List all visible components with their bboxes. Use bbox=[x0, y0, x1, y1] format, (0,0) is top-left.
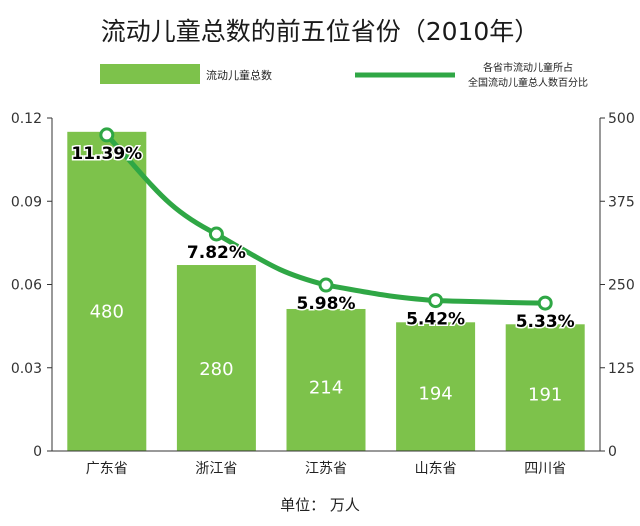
bar-value-label: 191 bbox=[528, 384, 562, 405]
right-axis: 0 125 250 375 500 bbox=[599, 111, 635, 460]
line-value-label: 11.39% bbox=[71, 144, 142, 164]
bar bbox=[504, 323, 586, 452]
legend-line-label-1: 各省市流动儿童所占 bbox=[483, 61, 573, 74]
x-axis-labels: 广东省 浙江省 江苏省 山东省 四川省 bbox=[86, 461, 566, 477]
bar bbox=[66, 130, 148, 452]
right-tick-label: 500 bbox=[608, 111, 635, 127]
bar-series bbox=[66, 130, 586, 452]
x-tick-label: 广东省 bbox=[86, 461, 128, 477]
legend-bar-swatch bbox=[100, 64, 200, 84]
left-tick-label: 0.03 bbox=[11, 361, 42, 377]
bar-value-labels: 480 280 214 194 191 bbox=[90, 302, 563, 406]
right-tick-label: 0 bbox=[608, 444, 617, 460]
right-tick-label: 125 bbox=[608, 361, 635, 377]
right-tick-label: 250 bbox=[608, 278, 635, 294]
right-axis-ticks: 0 125 250 375 500 bbox=[600, 111, 635, 460]
bar-value-label: 194 bbox=[418, 383, 452, 404]
bar-value-label: 280 bbox=[199, 359, 233, 380]
line-point bbox=[428, 293, 444, 309]
line-series bbox=[99, 127, 553, 311]
legend-bar-label: 流动儿童总数 bbox=[206, 68, 272, 82]
line-point bbox=[208, 226, 224, 242]
line-point bbox=[99, 127, 115, 143]
chart-title: 流动儿童总数的前五位省份（2010年） bbox=[101, 17, 540, 46]
left-axis: 0 0.03 0.06 0.09 0.12 bbox=[11, 111, 53, 460]
bar bbox=[175, 264, 257, 452]
bar bbox=[285, 307, 367, 452]
line-point bbox=[318, 277, 334, 293]
legend-line-label-2: 全国流动儿童总人数百分比 bbox=[468, 76, 588, 89]
left-tick-label: 0.09 bbox=[11, 194, 42, 210]
right-tick-label: 375 bbox=[608, 194, 635, 210]
line-value-label: 5.98% bbox=[297, 294, 356, 314]
bar-value-label: 214 bbox=[309, 378, 343, 399]
left-tick-label: 0 bbox=[33, 444, 42, 460]
left-axis-ticks: 0 0.03 0.06 0.09 0.12 bbox=[11, 111, 52, 460]
line-point bbox=[537, 295, 553, 311]
bar-value-label: 480 bbox=[90, 302, 124, 323]
left-tick-label: 0.12 bbox=[11, 111, 42, 127]
line-value-labels: 11.39% 7.82% 5.98% 5.42% 5.33% bbox=[70, 142, 576, 333]
x-tick-label: 四川省 bbox=[524, 461, 566, 477]
line-value-label: 7.82% bbox=[187, 243, 246, 263]
left-tick-label: 0.06 bbox=[11, 278, 42, 294]
unit-note: 单位： 万人 bbox=[280, 496, 360, 514]
x-tick-label: 浙江省 bbox=[195, 461, 237, 477]
x-tick-label: 江苏省 bbox=[305, 461, 347, 477]
line-value-label: 5.33% bbox=[516, 312, 575, 332]
x-tick-label: 山东省 bbox=[415, 461, 457, 477]
line-value-label: 5.42% bbox=[406, 310, 465, 330]
legend: 流动儿童总数 各省市流动儿童所占 全国流动儿童总人数百分比 bbox=[100, 61, 588, 89]
